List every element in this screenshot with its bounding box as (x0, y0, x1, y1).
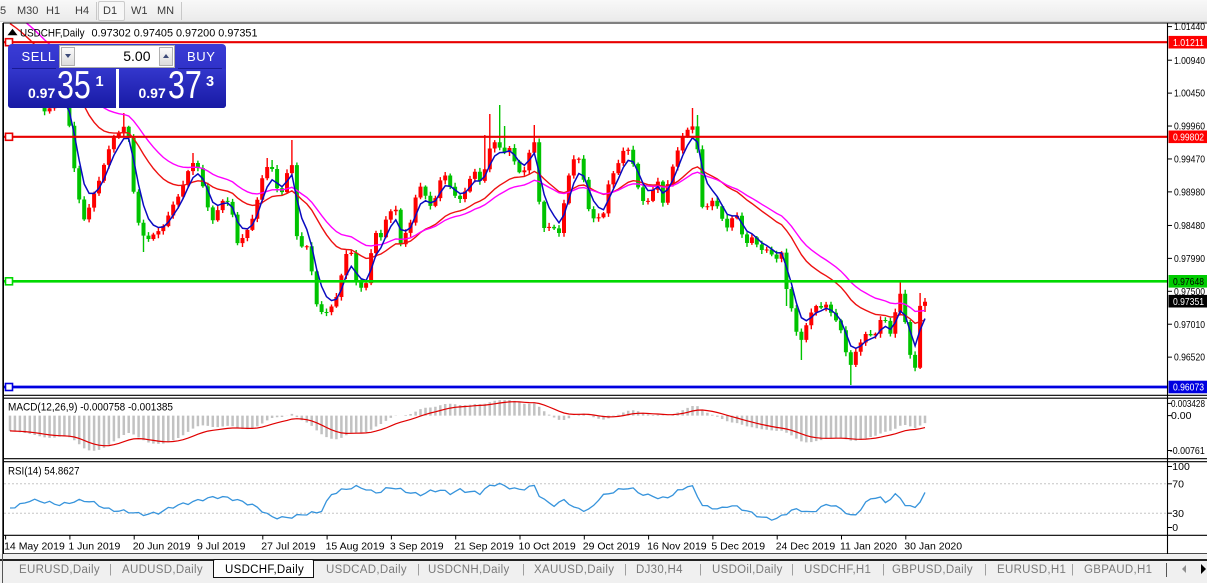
svg-text:0.96073: 0.96073 (1173, 382, 1204, 394)
svg-text:0.99960: 0.99960 (1174, 121, 1205, 133)
svg-text:0.97648: 0.97648 (1173, 276, 1204, 288)
svg-text:-0.00761: -0.00761 (1170, 445, 1205, 457)
svg-text:0.97010: 0.97010 (1174, 319, 1205, 331)
svg-text:0.97351: 0.97351 (1173, 296, 1204, 308)
svg-text:10 Oct 2019: 10 Oct 2019 (519, 541, 576, 553)
svg-text:0.99802: 0.99802 (1173, 131, 1204, 143)
svg-text:0.97990: 0.97990 (1174, 253, 1205, 265)
svg-text:MACD(12,26,9) -0.000758 -0.001: MACD(12,26,9) -0.000758 -0.001385 (8, 402, 173, 414)
svg-text:0.98980: 0.98980 (1174, 186, 1205, 198)
svg-text:100: 100 (1172, 461, 1190, 473)
svg-text:29 Oct 2019: 29 Oct 2019 (583, 541, 640, 553)
svg-text:1.01440: 1.01440 (1174, 21, 1205, 33)
svg-text:1 Jun 2019: 1 Jun 2019 (68, 541, 120, 553)
svg-text:0.98480: 0.98480 (1174, 220, 1205, 232)
svg-text:20 Jun 2019: 20 Jun 2019 (133, 541, 191, 553)
svg-text:24 Dec 2019: 24 Dec 2019 (776, 541, 836, 553)
svg-text:1.01211: 1.01211 (1173, 37, 1204, 49)
svg-text:3 Sep 2019: 3 Sep 2019 (390, 541, 444, 553)
svg-text:0.96520: 0.96520 (1174, 352, 1205, 364)
svg-text:0.003428: 0.003428 (1171, 398, 1205, 410)
svg-text:0.97302 0.97405 0.97200 0.9: 0.97302 0.97405 0.97200 0.97351 (92, 28, 258, 40)
svg-text:1.00450: 1.00450 (1174, 88, 1205, 100)
svg-text:0.00: 0.00 (1171, 410, 1192, 422)
svg-text:0: 0 (1172, 522, 1178, 534)
svg-text:30: 30 (1172, 508, 1184, 520)
svg-text:27 Jul 2019: 27 Jul 2019 (261, 541, 315, 553)
svg-text:15 Aug 2019: 15 Aug 2019 (326, 541, 385, 553)
svg-text:5 Dec 2019: 5 Dec 2019 (711, 541, 765, 553)
svg-text:9 Jul 2019: 9 Jul 2019 (197, 541, 246, 553)
svg-text:RSI(14) 54.8627: RSI(14) 54.8627 (8, 466, 80, 478)
svg-text:11 Jan 2020: 11 Jan 2020 (840, 541, 897, 553)
svg-text:USDCHF,Daily: USDCHF,Daily (20, 28, 85, 40)
svg-text:14 May 2019: 14 May 2019 (4, 541, 65, 553)
svg-text:30 Jan 2020: 30 Jan 2020 (904, 541, 962, 553)
svg-text:70: 70 (1172, 478, 1184, 490)
svg-text:21 Sep 2019: 21 Sep 2019 (454, 541, 514, 553)
svg-text:16 Nov 2019: 16 Nov 2019 (647, 541, 707, 553)
svg-text:0.99470: 0.99470 (1174, 154, 1205, 166)
svg-text:1.00940: 1.00940 (1174, 55, 1205, 67)
